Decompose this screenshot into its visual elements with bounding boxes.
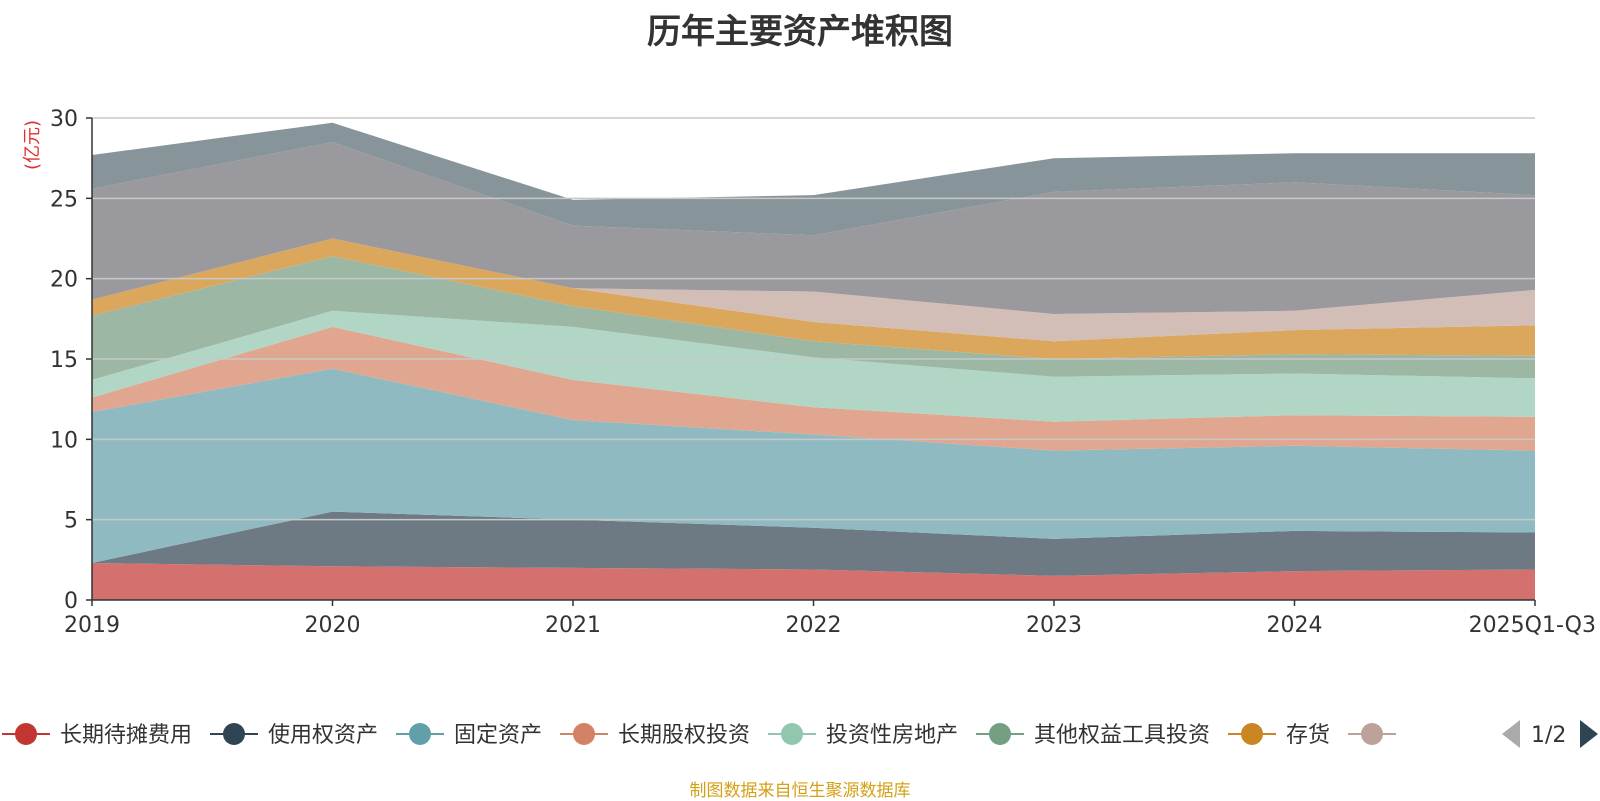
area-8 bbox=[92, 238, 1535, 342]
legend-item[interactable]: 长期待摊费用 bbox=[2, 723, 192, 748]
legend-item[interactable]: 投资性房地产 bbox=[768, 723, 958, 748]
axes: 0 5 10 15 20 25 30 2019 2020 2021 2022 2023 2024 2025… bbox=[50, 107, 1596, 638]
triangle-right-icon[interactable] bbox=[1580, 720, 1598, 748]
legend-marker bbox=[1241, 723, 1263, 745]
legend-label: 固定资产 bbox=[454, 723, 542, 748]
legend-marker bbox=[15, 723, 37, 745]
x-tick-label: 2023 bbox=[1026, 613, 1082, 638]
legend-marker bbox=[781, 723, 803, 745]
legend-marker bbox=[223, 723, 245, 745]
legend: 长期待摊费用 使用权资产 固定资产 长期股权投资 投资性房地产 其他权益工具投资 存货 bbox=[2, 723, 1396, 748]
area-7 bbox=[92, 238, 1535, 359]
legend-item[interactable]: 存货 bbox=[1228, 723, 1330, 748]
legend-label: 其他权益工具投资 bbox=[1034, 723, 1210, 748]
area-3 bbox=[92, 368, 1535, 563]
area-9 bbox=[92, 142, 1535, 314]
legend-item[interactable]: 其他权益工具投资 bbox=[976, 723, 1210, 748]
legend-label: 存货 bbox=[1286, 723, 1330, 748]
legend-item[interactable]: 使用权资产 bbox=[210, 723, 378, 748]
area-series bbox=[92, 122, 1535, 600]
legend-page-indicator: 1/2 bbox=[1531, 723, 1566, 748]
area-10 bbox=[92, 122, 1535, 236]
legend-marker bbox=[989, 723, 1011, 745]
legend-label: 投资性房地产 bbox=[826, 723, 958, 748]
area-1 bbox=[92, 563, 1535, 600]
legend-marker bbox=[409, 723, 431, 745]
x-tick-label: 2019 bbox=[64, 613, 120, 638]
y-tick-label: 30 bbox=[50, 107, 78, 132]
data-source-note: 制图数据来自恒生聚源数据库 bbox=[689, 781, 911, 801]
x-tick-label: 2020 bbox=[305, 613, 361, 638]
area-6 bbox=[92, 256, 1535, 380]
legend-item-partial bbox=[1348, 723, 1396, 745]
y-tick-label: 0 bbox=[64, 589, 78, 614]
legend-label: 长期待摊费用 bbox=[60, 723, 192, 748]
area-5 bbox=[92, 310, 1535, 422]
legend-marker bbox=[1361, 723, 1383, 745]
x-tick-label: 2024 bbox=[1267, 613, 1323, 638]
area-2 bbox=[92, 511, 1535, 576]
x-tick-label: 2021 bbox=[545, 613, 601, 638]
legend-item[interactable]: 长期股权投资 bbox=[560, 723, 750, 748]
y-tick-label: 10 bbox=[50, 428, 78, 453]
x-tick-label: 2025Q1-Q3 bbox=[1469, 613, 1596, 638]
legend-label: 使用权资产 bbox=[268, 723, 378, 748]
y-tick-label: 15 bbox=[50, 348, 78, 373]
y-tick-label: 25 bbox=[50, 187, 78, 212]
legend-pager: 1/2 bbox=[1502, 720, 1598, 748]
legend-item[interactable]: 固定资产 bbox=[396, 723, 542, 748]
y-tick-label: 5 bbox=[64, 509, 78, 534]
area-4 bbox=[92, 326, 1535, 451]
legend-label: 长期股权投资 bbox=[618, 723, 750, 748]
y-tick-label: 20 bbox=[50, 268, 78, 293]
legend-marker bbox=[573, 723, 595, 745]
chart-title: 历年主要资产堆积图 bbox=[647, 12, 953, 52]
y-axis-label: (亿元) bbox=[22, 120, 43, 170]
triangle-left-icon[interactable] bbox=[1502, 720, 1520, 748]
x-tick-label: 2022 bbox=[786, 613, 842, 638]
